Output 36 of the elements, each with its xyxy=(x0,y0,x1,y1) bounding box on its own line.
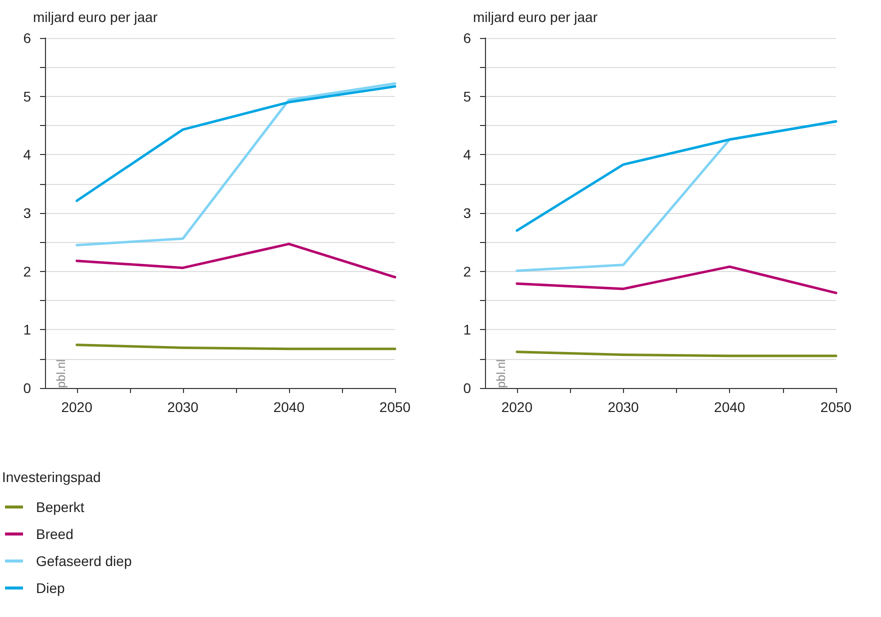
x-tick-label: 2030 xyxy=(608,399,640,415)
y-tick-label: 3 xyxy=(463,205,472,221)
x-tick-label: 2020 xyxy=(61,399,93,415)
y-tick-label: 6 xyxy=(23,30,32,46)
y-axis-title: miljard euro per jaar xyxy=(473,9,598,25)
line-series xyxy=(76,82,396,246)
legend-title: Investeringspad xyxy=(2,469,101,485)
y-axis-title: miljard euro per jaar xyxy=(33,9,158,25)
annotation: pbl.nl xyxy=(494,359,508,388)
legend-label: Breed xyxy=(36,526,74,542)
line-series xyxy=(76,85,396,202)
y-tick-label: 1 xyxy=(463,322,472,338)
line-series xyxy=(76,242,396,278)
x-tick-label: 2040 xyxy=(714,399,746,415)
y-tick-label: 3 xyxy=(23,205,32,221)
y-tick-label: 6 xyxy=(463,30,472,46)
y-tick-label: 0 xyxy=(463,380,472,396)
line-series xyxy=(516,120,838,232)
y-tick-label: 4 xyxy=(463,146,472,163)
y-tick-label: 0 xyxy=(23,380,32,396)
y-tick-label: 5 xyxy=(463,88,472,104)
legend-label: Diep xyxy=(36,580,66,596)
y-tick-label: 4 xyxy=(23,146,32,163)
y-tick-label: 2 xyxy=(463,263,472,280)
x-tick-label: 2020 xyxy=(501,399,533,415)
legend-label: Gefaseerd diep xyxy=(36,553,132,569)
x-tick-label: 2030 xyxy=(167,399,199,415)
line-series xyxy=(516,265,838,294)
x-tick-label: 2050 xyxy=(379,399,411,415)
annotation: pbl.nl xyxy=(54,359,68,388)
x-tick-label: 2050 xyxy=(820,399,852,415)
y-tick-label: 1 xyxy=(23,322,32,338)
legend-label: Beperkt xyxy=(36,499,84,515)
y-tick-label: 2 xyxy=(23,263,32,280)
x-tick-label: 2040 xyxy=(273,399,305,415)
y-tick-label: 5 xyxy=(23,88,32,104)
